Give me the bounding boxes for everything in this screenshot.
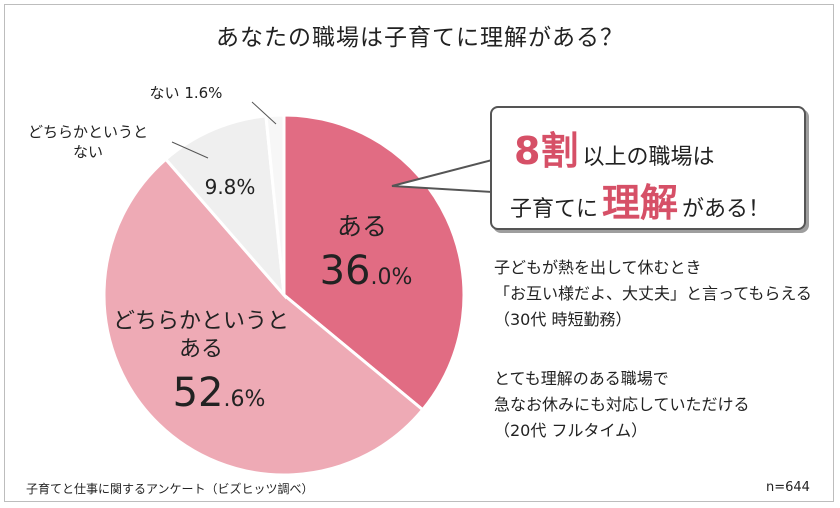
slice-label-dochira-aru-1: どちらかというと (113, 309, 289, 334)
slice-value-dochira-aru: 52.6% (173, 370, 266, 416)
leader-line-dochira-nai (171, 141, 209, 159)
slice-dochira-nai (163, 114, 286, 300)
quote-2-line-2: 急なお休みにも対応していただける (494, 395, 750, 414)
slice-label-aru: ある (337, 212, 387, 241)
slice-dochira-aru (102, 157, 425, 477)
sample-size: n=644 (766, 480, 810, 495)
callout-text-2a: 子育てに (510, 197, 599, 222)
callout-line-2: 子育てに 理解 がある！ (510, 172, 770, 227)
callout-text-2b: がある！ (682, 197, 771, 222)
slice-value-aru-main: 36 (320, 248, 371, 294)
slice-aru (282, 113, 466, 412)
quote-1-line-3: （30代 時短勤務） (494, 310, 632, 329)
quote-1: 子どもが熱を出して休むとき 「お互い様だよ、大丈夫」と言ってもらえる （30代 … (494, 255, 812, 333)
slice-value-dochira-nai: 9.8% (205, 175, 256, 199)
quote-1-line-2: 「お互い様だよ、大丈夫」と言ってもらえる (494, 284, 812, 303)
slice-value-dochira-aru-dec: .6% (224, 387, 266, 412)
slice-label-dochira-nai-1: どちらかというと (28, 123, 148, 141)
slice-label-dochira-aru-2: ある (179, 337, 223, 362)
quote-2-line-1: とても理解のある職場で (494, 369, 669, 388)
quote-1-line-1: 子どもが熱を出して休むとき (494, 258, 702, 277)
leader-line-nai (251, 101, 277, 125)
quote-2: とても理解のある職場で 急なお休みにも対応していただける （20代 フルタイム） (494, 366, 750, 444)
slice-value-dochira-aru-main: 52 (173, 370, 224, 416)
callout-text-1: 以上の職場は (582, 145, 715, 170)
slice-label-nai: ない 1.6% (150, 84, 223, 102)
callout-line-1: 8割 以上の職場は (514, 120, 714, 175)
callout-box: 8割 以上の職場は 子育てに 理解 がある！ (490, 106, 806, 230)
slice-value-aru-dec: .0% (371, 265, 413, 290)
slice-label-dochira-nai-2: ない (73, 143, 103, 161)
source-note: 子育てと仕事に関するアンケート（ビズヒッツ調べ） (26, 482, 314, 496)
callout-highlight-rikai: 理解 (602, 181, 679, 225)
slice-value-aru: 36.0% (320, 248, 413, 294)
quote-2-line-3: （20代 フルタイム） (494, 421, 648, 440)
slice-nai (264, 113, 286, 296)
chart-title: あなたの職場は子育てに理解がある？ (216, 25, 624, 51)
callout-highlight-8wari: 8割 (514, 129, 579, 173)
